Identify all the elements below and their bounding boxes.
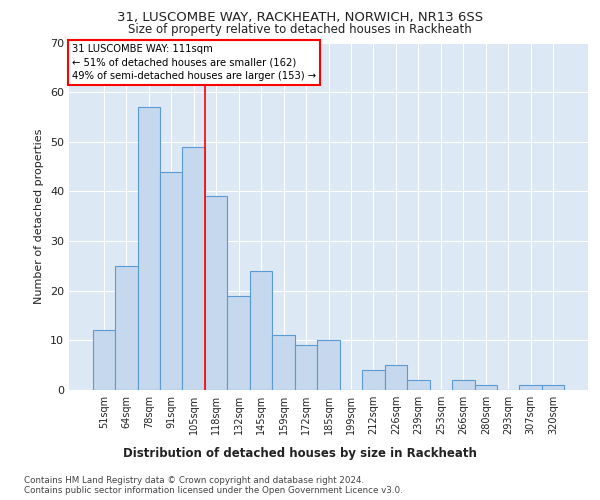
Text: 31, LUSCOMBE WAY, RACKHEATH, NORWICH, NR13 6SS: 31, LUSCOMBE WAY, RACKHEATH, NORWICH, NR… <box>117 11 483 24</box>
Bar <box>317 340 340 390</box>
Bar <box>227 296 250 390</box>
Y-axis label: Number of detached properties: Number of detached properties <box>34 128 44 304</box>
Text: Contains HM Land Registry data © Crown copyright and database right 2024.: Contains HM Land Registry data © Crown c… <box>24 476 364 485</box>
Bar <box>542 385 565 390</box>
Bar <box>362 370 385 390</box>
Bar <box>385 365 407 390</box>
Text: Contains public sector information licensed under the Open Government Licence v3: Contains public sector information licen… <box>24 486 403 495</box>
Text: 31 LUSCOMBE WAY: 111sqm
← 51% of detached houses are smaller (162)
49% of semi-d: 31 LUSCOMBE WAY: 111sqm ← 51% of detache… <box>71 44 316 80</box>
Bar <box>407 380 430 390</box>
Bar <box>115 266 137 390</box>
Bar <box>205 196 227 390</box>
Bar <box>92 330 115 390</box>
Bar <box>475 385 497 390</box>
Bar <box>272 336 295 390</box>
Bar <box>295 346 317 390</box>
Bar <box>452 380 475 390</box>
Bar <box>160 172 182 390</box>
Text: Distribution of detached houses by size in Rackheath: Distribution of detached houses by size … <box>123 448 477 460</box>
Bar <box>250 271 272 390</box>
Bar <box>182 147 205 390</box>
Bar <box>137 107 160 390</box>
Text: Size of property relative to detached houses in Rackheath: Size of property relative to detached ho… <box>128 22 472 36</box>
Bar <box>520 385 542 390</box>
